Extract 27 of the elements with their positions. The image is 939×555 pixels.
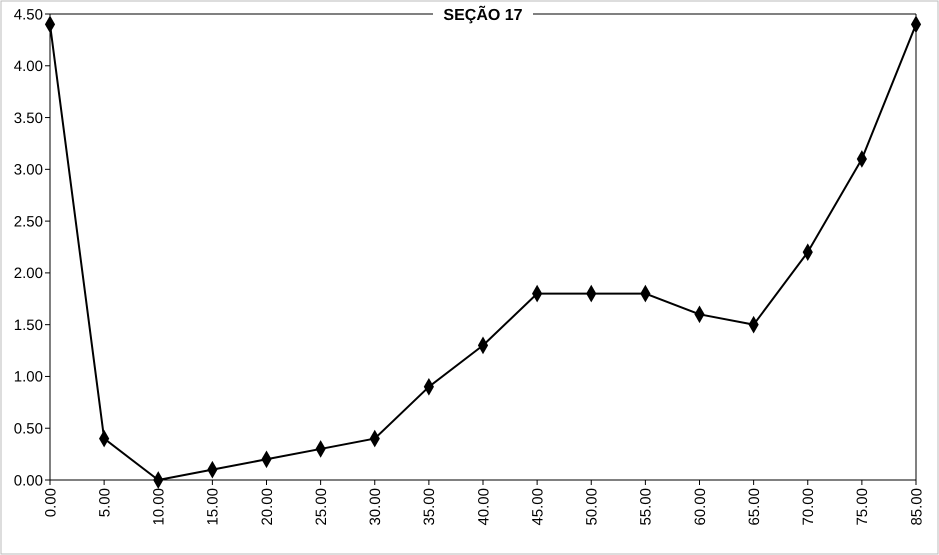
x-tick-label: 35.00: [421, 488, 438, 526]
x-tick-label: 65.00: [746, 488, 763, 526]
x-tick-label: 10.00: [150, 488, 168, 526]
y-tick-label: 1.00: [14, 368, 43, 386]
y-tick-label: 0.00: [14, 472, 43, 490]
y-tick-label: 2.00: [14, 265, 43, 282]
y-tick-label: 4.00: [14, 58, 43, 76]
y-tick-label: 3.50: [14, 110, 43, 127]
x-tick-label: 40.00: [475, 488, 492, 526]
x-tick-label: 25.00: [312, 488, 330, 526]
x-tick-label: 5.00: [96, 488, 114, 518]
x-tick-label: 30.00: [367, 488, 384, 526]
y-tick-label: 3.00: [14, 162, 43, 179]
x-tick-label: 70.00: [800, 488, 817, 526]
chart-title: SEÇÃO 17: [443, 5, 523, 24]
x-tick-label: 55.00: [638, 488, 655, 526]
x-tick-label: 85.00: [908, 488, 926, 526]
y-tick-label: 0.50: [14, 420, 43, 438]
y-tick-label: 4.50: [14, 6, 43, 24]
x-tick-label: 45.00: [529, 488, 546, 526]
x-tick-label: 60.00: [692, 488, 709, 526]
x-tick-label: 50.00: [584, 488, 600, 526]
x-tick-label: 20.00: [258, 488, 276, 526]
y-tick-label: 1.50: [14, 316, 43, 334]
y-tick-label: 2.50: [14, 213, 43, 230]
x-tick-label: 15.00: [204, 488, 222, 526]
x-tick-label: 75.00: [854, 488, 872, 526]
